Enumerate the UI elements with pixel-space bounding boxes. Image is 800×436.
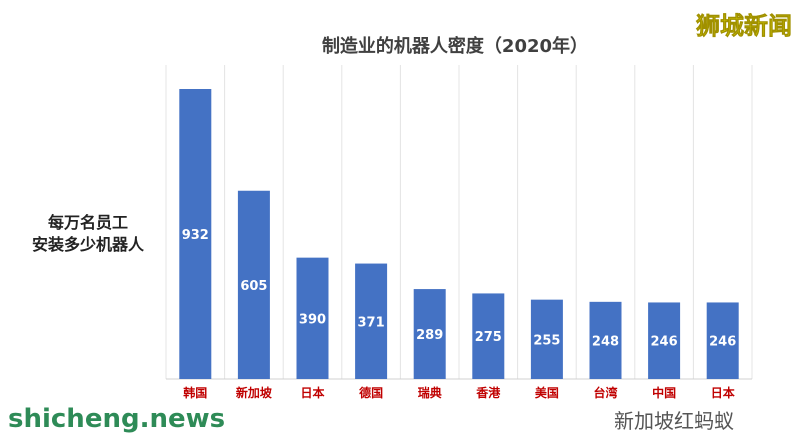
bar — [589, 301, 622, 379]
y-axis-label-line1: 每万名员工 — [47, 213, 128, 232]
value-label: 605 — [240, 279, 267, 294]
bar — [413, 289, 446, 379]
bar — [179, 89, 212, 379]
watermark-logo: 狮城新闻 — [696, 12, 793, 40]
value-label: 932 — [182, 228, 209, 243]
bar — [355, 263, 388, 379]
bar — [530, 299, 563, 379]
category-label: 日本 — [711, 385, 735, 400]
category-label: 香港 — [475, 385, 501, 400]
bar — [706, 302, 739, 379]
value-label: 289 — [416, 328, 443, 343]
bar — [237, 190, 270, 379]
value-label: 275 — [475, 330, 502, 345]
category-label: 新加坡 — [236, 385, 273, 400]
category-label: 中国 — [652, 385, 676, 400]
category-label: 日本 — [300, 385, 324, 400]
category-label: 美国 — [535, 385, 559, 400]
category-label: 韩国 — [183, 385, 207, 400]
category-label: 德国 — [359, 385, 383, 400]
value-label: 390 — [299, 312, 326, 327]
value-label: 248 — [592, 334, 619, 349]
bar — [296, 257, 329, 379]
category-label: 瑞典 — [418, 385, 442, 400]
bar — [648, 302, 681, 379]
chart-title: 制造业的机器人密度（2020年） — [321, 36, 589, 57]
category-label: 台湾 — [593, 385, 617, 400]
y-axis-label: 每万名员工 安装多少机器人 — [8, 212, 168, 256]
watermark-url: shicheng.news — [8, 404, 226, 434]
bar — [472, 293, 505, 379]
value-label: 246 — [651, 335, 678, 350]
watermark-account: 新加坡红蚂蚁 — [614, 409, 734, 433]
value-label: 371 — [358, 315, 385, 330]
value-label: 255 — [533, 333, 560, 348]
value-label: 246 — [709, 335, 736, 350]
y-axis-label-line2: 安装多少机器人 — [31, 235, 144, 254]
